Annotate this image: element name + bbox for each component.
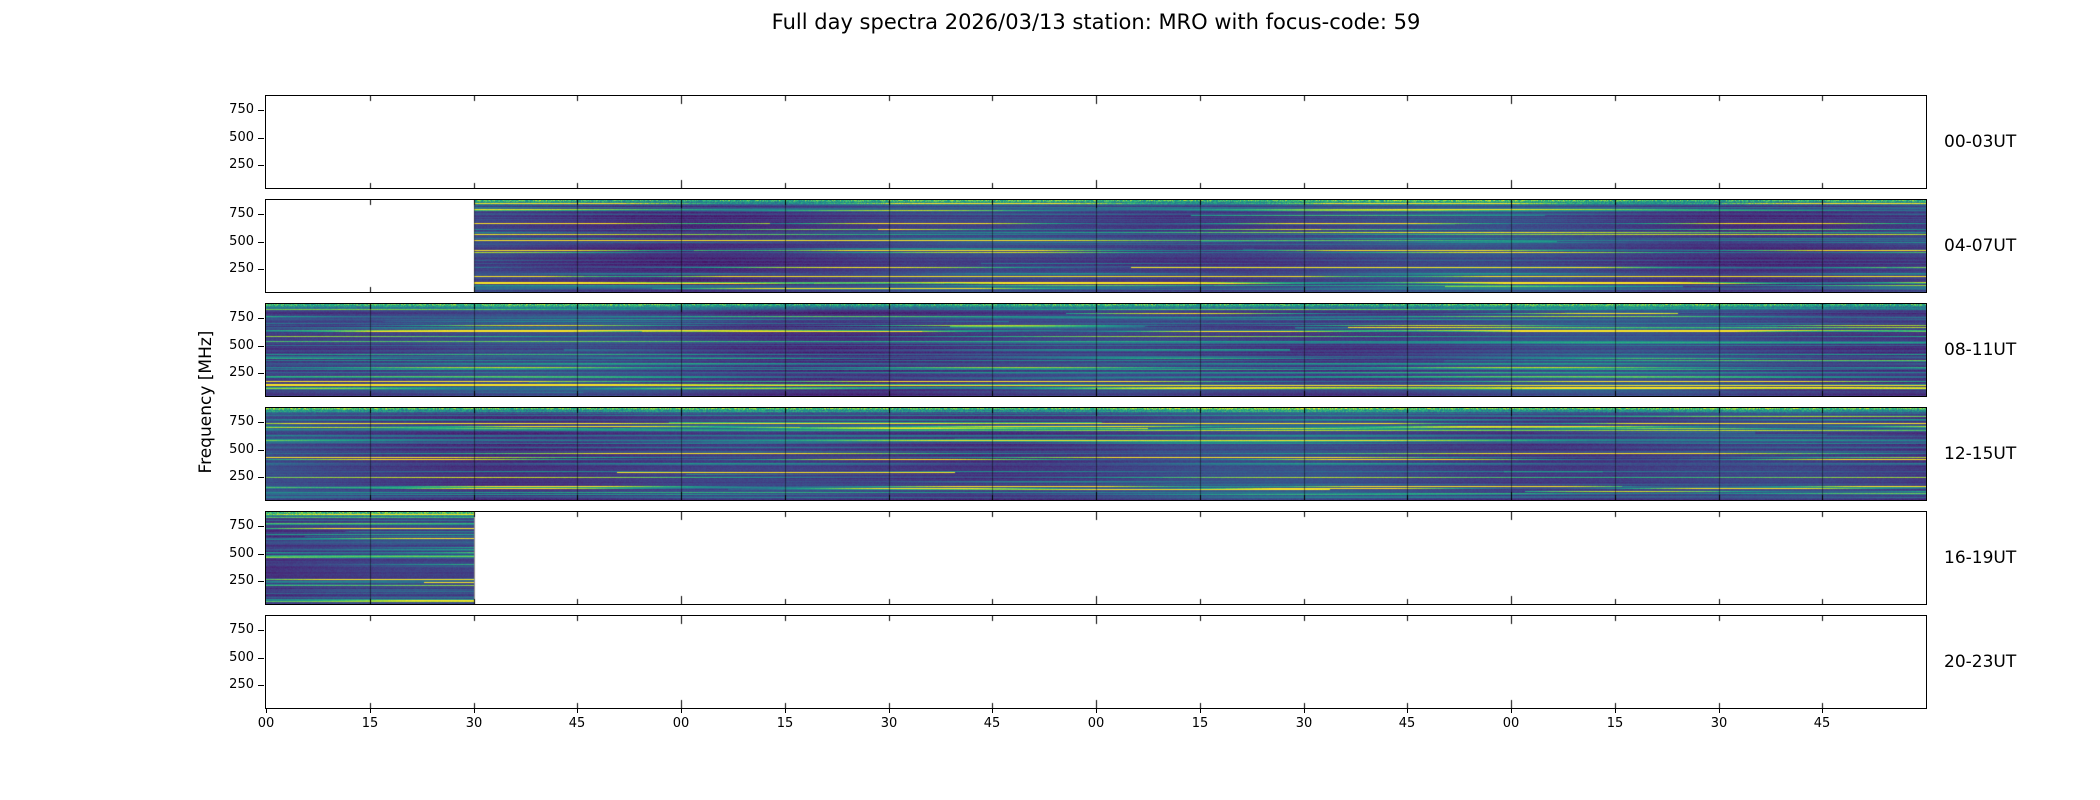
y-tick-label: 750 <box>229 310 254 325</box>
x-tick-label: 15 <box>361 716 379 731</box>
y-tick-label: 250 <box>229 469 254 484</box>
spectrogram-panel <box>265 511 1927 605</box>
y-axis-label: Frequency [MHz] <box>196 330 216 474</box>
row-label: 20-23UT <box>1944 652 2017 672</box>
y-tick <box>258 630 264 631</box>
y-tick-label: 750 <box>229 206 254 221</box>
spectrogram-canvas <box>266 408 1926 500</box>
x-tick <box>1719 709 1720 713</box>
x-tick <box>474 709 475 713</box>
x-tick <box>1822 709 1823 713</box>
x-tick <box>1407 709 1408 713</box>
y-tick-label: 500 <box>229 650 254 665</box>
x-tick-label: 00 <box>257 716 275 731</box>
x-tick-label: 15 <box>1191 716 1209 731</box>
y-tick-label: 750 <box>229 102 254 117</box>
spectrogram-canvas <box>266 512 1926 604</box>
x-tick-label: 00 <box>1502 716 1520 731</box>
x-tick <box>992 709 993 713</box>
y-tick <box>258 318 264 319</box>
x-tick-label: 45 <box>568 716 586 731</box>
x-tick-label: 45 <box>983 716 1001 731</box>
y-tick <box>258 214 264 215</box>
figure-title: Full day spectra 2026/03/13 station: MRO… <box>771 10 1421 34</box>
x-tick-label: 15 <box>1606 716 1624 731</box>
y-tick-label: 750 <box>229 414 254 429</box>
y-tick <box>258 526 264 527</box>
x-tick-label: 00 <box>1087 716 1105 731</box>
y-tick-label: 250 <box>229 261 254 276</box>
y-tick <box>258 477 264 478</box>
y-tick <box>258 165 264 166</box>
y-tick-label: 500 <box>229 546 254 561</box>
row-label: 12-15UT <box>1944 444 2017 464</box>
x-tick-label: 30 <box>465 716 483 731</box>
spectrogram-panel <box>265 615 1927 709</box>
x-tick <box>266 709 267 713</box>
spectrogram-canvas <box>266 304 1926 396</box>
x-tick-label: 30 <box>1295 716 1313 731</box>
x-tick-label: 45 <box>1398 716 1416 731</box>
spectrogram-canvas <box>266 96 1926 188</box>
row-label: 08-11UT <box>1944 340 2017 360</box>
y-tick <box>258 373 264 374</box>
y-tick-label: 750 <box>229 622 254 637</box>
y-tick-label: 250 <box>229 573 254 588</box>
x-tick <box>1200 709 1201 713</box>
x-tick <box>1615 709 1616 713</box>
y-tick-label: 250 <box>229 365 254 380</box>
x-tick <box>1096 709 1097 713</box>
x-tick <box>1304 709 1305 713</box>
spectrogram-canvas <box>266 616 1926 708</box>
x-tick <box>785 709 786 713</box>
x-tick-label: 00 <box>672 716 690 731</box>
x-tick-label: 30 <box>1710 716 1728 731</box>
spectrogram-panel <box>265 199 1927 293</box>
y-tick-label: 250 <box>229 677 254 692</box>
y-tick-label: 250 <box>229 157 254 172</box>
y-tick <box>258 581 264 582</box>
row-label: 16-19UT <box>1944 548 2017 568</box>
spectrogram-panel <box>265 95 1927 189</box>
x-tick <box>1511 709 1512 713</box>
x-tick-label: 15 <box>776 716 794 731</box>
y-tick <box>258 242 264 243</box>
y-tick-label: 500 <box>229 338 254 353</box>
y-tick <box>258 658 264 659</box>
y-tick-label: 500 <box>229 234 254 249</box>
y-tick <box>258 685 264 686</box>
y-tick <box>258 422 264 423</box>
y-tick <box>258 110 264 111</box>
x-tick-label: 30 <box>880 716 898 731</box>
x-tick-label: 45 <box>1813 716 1831 731</box>
x-tick <box>681 709 682 713</box>
y-tick <box>258 269 264 270</box>
y-tick-label: 750 <box>229 518 254 533</box>
spectrogram-panel <box>265 303 1927 397</box>
row-label: 04-07UT <box>1944 236 2017 256</box>
y-tick-label: 500 <box>229 130 254 145</box>
row-label: 00-03UT <box>1944 132 2017 152</box>
x-tick <box>577 709 578 713</box>
x-tick <box>889 709 890 713</box>
y-tick-label: 500 <box>229 442 254 457</box>
x-tick <box>370 709 371 713</box>
spectrogram-canvas <box>266 200 1926 292</box>
spectrogram-panel <box>265 407 1927 501</box>
y-tick <box>258 450 264 451</box>
y-tick <box>258 346 264 347</box>
y-tick <box>258 138 264 139</box>
y-tick <box>258 554 264 555</box>
